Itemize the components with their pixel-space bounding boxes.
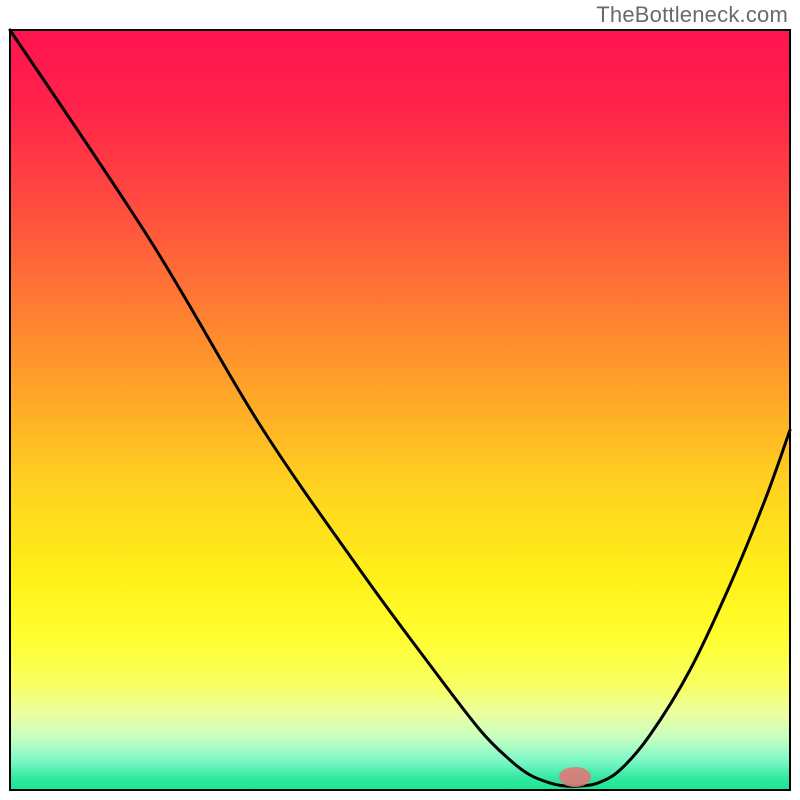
gradient-background (10, 30, 790, 790)
bottleneck-chart (0, 0, 800, 800)
chart-container: TheBottleneck.com (0, 0, 800, 800)
optimal-point-marker (559, 767, 591, 787)
watermark-text: TheBottleneck.com (596, 2, 788, 28)
